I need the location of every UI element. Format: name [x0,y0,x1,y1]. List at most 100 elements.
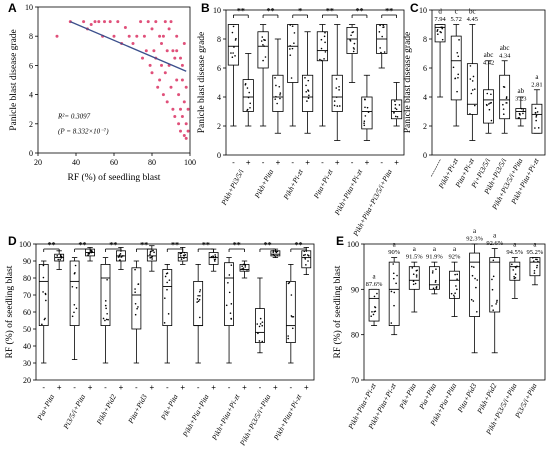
data-dot [107,318,109,321]
y-tick-label: 100 [347,240,359,249]
data-dot [453,294,455,297]
data-dot [522,110,525,112]
data-dot [414,282,417,285]
y-tick-label: 20 [23,376,31,385]
genotype-sign: - [166,383,169,392]
data-dot [134,302,137,305]
data-dot [453,296,456,298]
y-tick-label: 70 [23,291,31,300]
data-dot [392,277,395,280]
scatter-point [167,27,171,31]
data-dot [235,37,237,40]
x-tick-label: 60 [110,158,118,167]
data-dot [469,113,471,115]
data-dot [472,266,475,268]
panel-D: 20 30 40 50 60 70 80 90 100 RF (%) of seedling bl… [4,240,315,448]
data-dot [213,258,216,261]
data-dot [495,303,497,305]
y-tick-label: 50 [23,325,31,334]
scatter-point [142,34,146,38]
data-dot [304,258,307,260]
data-dot [199,295,201,297]
significance-label: ** [237,7,245,16]
data-dot [259,323,262,325]
data-dot [287,337,290,340]
significance-label: ** [295,241,303,250]
data-dot [537,260,539,263]
box-body [287,24,299,83]
genotype-sign: + [276,158,281,167]
genotype-sign: - [42,383,45,392]
data-dot [533,269,536,272]
data-dot [244,266,247,268]
x-axis-label: RF (%) of seedling blast [68,172,161,183]
plot-frame [431,9,546,156]
data-dot [492,309,494,311]
data-dot [517,117,520,119]
data-dot [272,253,275,256]
box-body [428,266,440,290]
data-dot [457,73,460,76]
data-dot [363,120,366,123]
data-dot [104,304,107,307]
scatter-point [160,63,163,67]
data-dot [151,258,153,260]
data-dot [324,41,326,44]
group-mean: 94.5% [506,249,523,256]
data-dot [535,258,537,261]
data-dot [366,106,369,109]
data-dot [198,298,201,301]
data-dot [469,78,472,80]
data-dot [411,267,414,269]
data-dot [456,90,458,93]
data-dot [149,250,152,253]
data-dot [293,32,296,34]
data-dot [246,270,248,272]
data-dot [279,94,281,96]
data-dot [229,312,232,314]
data-dot [180,258,183,260]
genotype-sign: - [135,383,138,392]
group-mean: 4.42 [483,59,494,66]
genotype-sign: + [180,383,185,392]
data-dot [119,253,122,255]
y-tick-label: 6 [217,64,221,73]
data-dot [259,317,262,320]
data-dot [456,278,458,281]
box-body [162,269,173,326]
y-tick-label: 6 [29,61,33,70]
data-dot [290,315,293,317]
data-dot [372,313,375,316]
data-dot [383,26,385,28]
data-dot [42,276,45,279]
group-mean: 92.6% [486,240,503,247]
data-dot [166,281,168,284]
box-body [346,26,358,54]
data-dot [363,122,365,125]
data-dot [488,108,491,111]
data-dot [291,25,294,27]
data-dot [233,46,235,48]
genotype-sign: + [211,383,216,392]
significance-label: ** [109,241,117,250]
data-dot [490,101,492,104]
significance-label: ** [233,241,241,250]
significance-letter: a [393,241,397,249]
data-dot [276,254,279,257]
y-tick-label: 10 [213,6,221,15]
data-dot [469,65,472,67]
x-tick-label: 20 [34,158,42,167]
data-dot [441,26,443,29]
scatter-point [186,129,190,133]
data-dot [470,298,473,301]
data-dot [303,250,306,253]
data-dot [457,76,459,79]
data-dot [393,291,396,294]
scatter-point [146,20,150,24]
group-mean: 92% [449,254,462,261]
scatter-point [182,100,186,104]
data-dot [505,97,508,100]
group-mean: 90% [388,249,401,256]
significance-letter: a [373,272,377,280]
data-dot [242,267,245,269]
